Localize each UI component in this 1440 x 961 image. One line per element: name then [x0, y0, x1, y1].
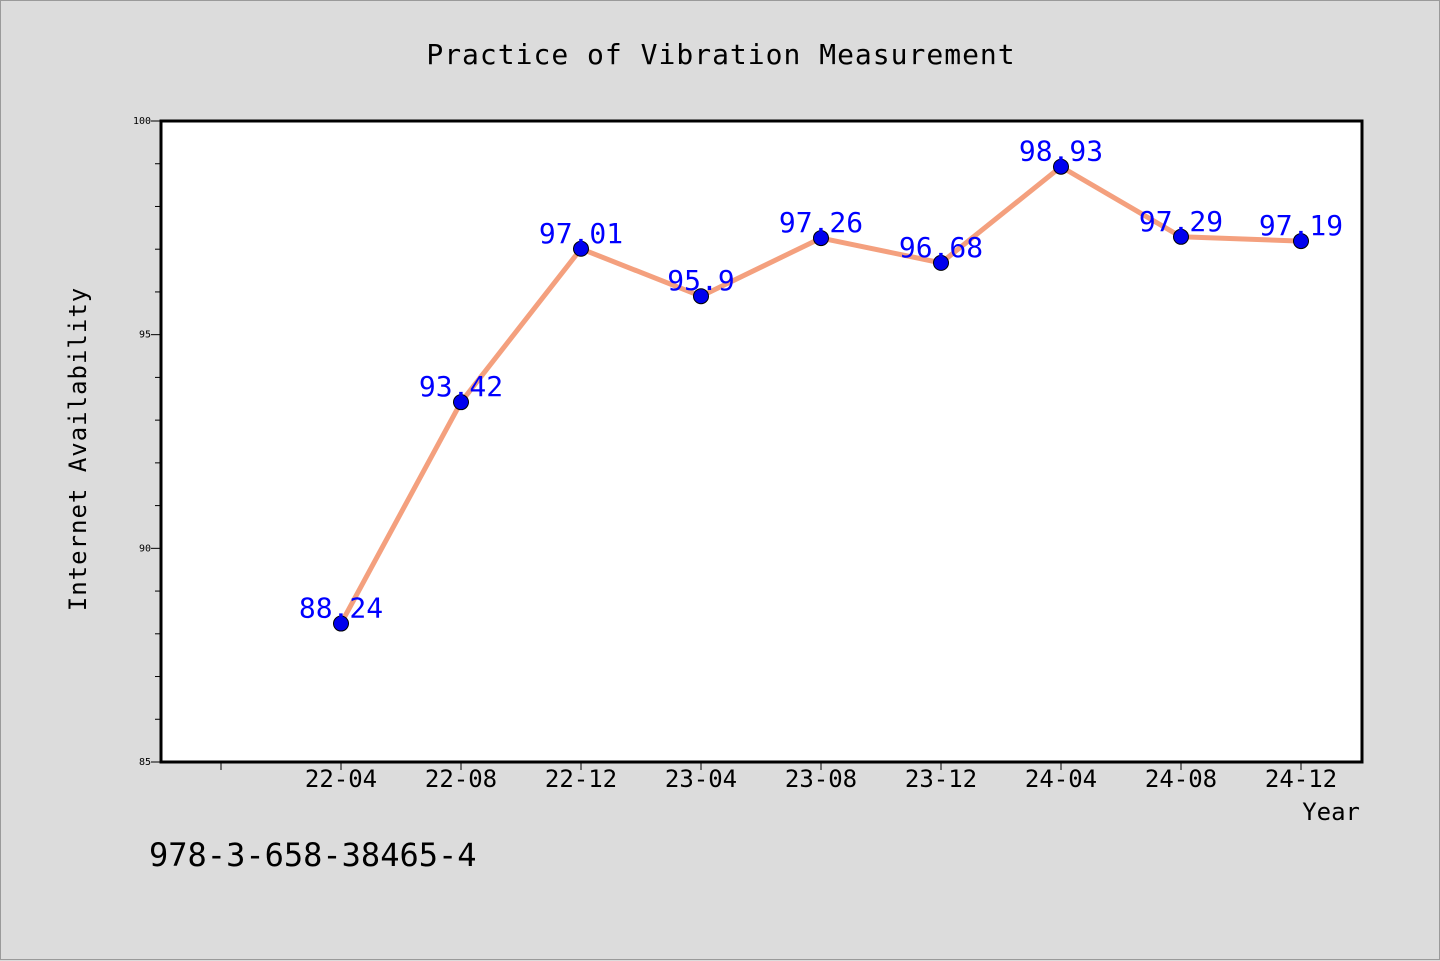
data-label: 97.26 [779, 206, 863, 239]
data-point [1053, 158, 1069, 175]
data-label: 98.93 [1019, 135, 1103, 168]
data-point [1173, 228, 1189, 245]
x-tick-label: 23-04 [665, 765, 737, 793]
data-label: 96.68 [899, 231, 983, 264]
data-label: 95.9 [667, 264, 734, 297]
y-axis-label: Internet Availability [64, 287, 92, 611]
data-label: 97.01 [539, 217, 623, 250]
data-point [693, 288, 709, 305]
x-tick-label: 23-08 [785, 765, 857, 793]
axis-ticks: 85 90 95 100 22-04 22-08 22-12 23-04 23-08 23-12 2… [133, 116, 1337, 793]
data-point [453, 394, 469, 411]
x-tick-label: 22-04 [305, 765, 377, 793]
chart-title: Practice of Vibration Measurement [426, 38, 1015, 71]
x-tick-label: 22-12 [545, 765, 617, 793]
data-point [333, 615, 349, 632]
y-tick-label: 90 [139, 543, 151, 554]
isbn-annotation: 978-3-658-38465-4 [149, 836, 477, 874]
data-label: 93.42 [419, 370, 503, 403]
data-label: 97.19 [1259, 209, 1343, 242]
y-tick-label: 95 [139, 330, 151, 341]
x-axis-label: Year [1302, 798, 1360, 826]
data-point [573, 240, 589, 257]
data-point [933, 254, 949, 271]
data-label: 88.24 [299, 592, 383, 625]
x-tick-label: 22-08 [425, 765, 497, 793]
data-label: 97.29 [1139, 205, 1223, 238]
y-tick-label: 100 [133, 116, 151, 127]
x-tick-label: 24-04 [1025, 765, 1097, 793]
x-tick-label: 24-08 [1145, 765, 1217, 793]
data-point [813, 230, 829, 247]
data-point [1293, 233, 1309, 250]
x-tick-label: 24-12 [1265, 765, 1337, 793]
series-group: 88.24 93.42 97.01 95.9 97.26 96.68 98.93 97.29 9… [299, 135, 1343, 632]
x-tick-label: 23-12 [905, 765, 977, 793]
y-tick-label: 85 [139, 757, 151, 768]
